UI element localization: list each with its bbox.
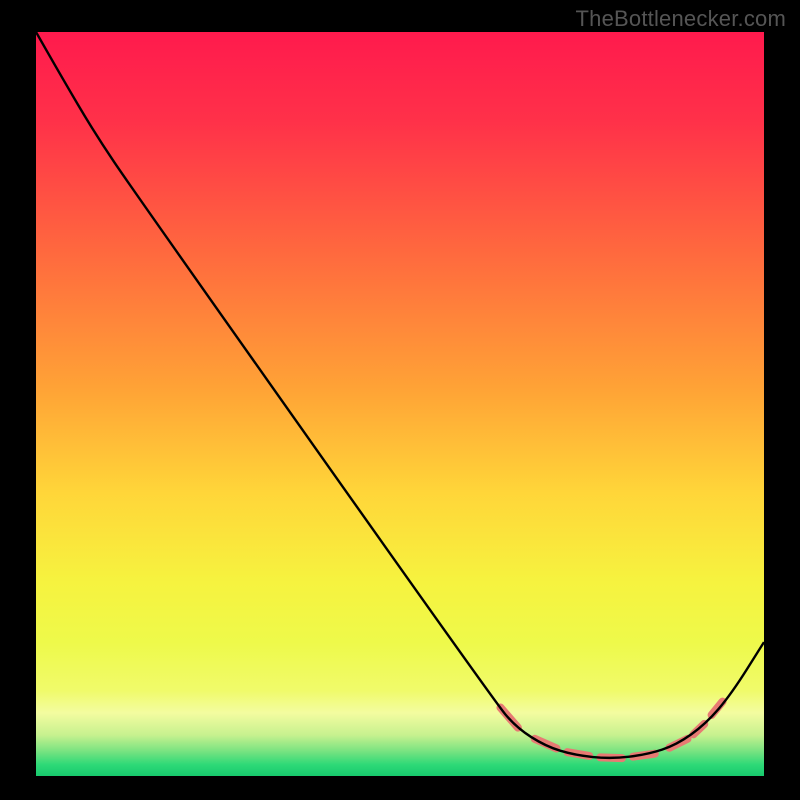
gradient-plot-area <box>36 32 764 776</box>
chart-stage: TheBottlenecker.com <box>0 0 800 800</box>
plot-svg <box>0 0 800 800</box>
watermark-text: TheBottlenecker.com <box>576 6 786 32</box>
